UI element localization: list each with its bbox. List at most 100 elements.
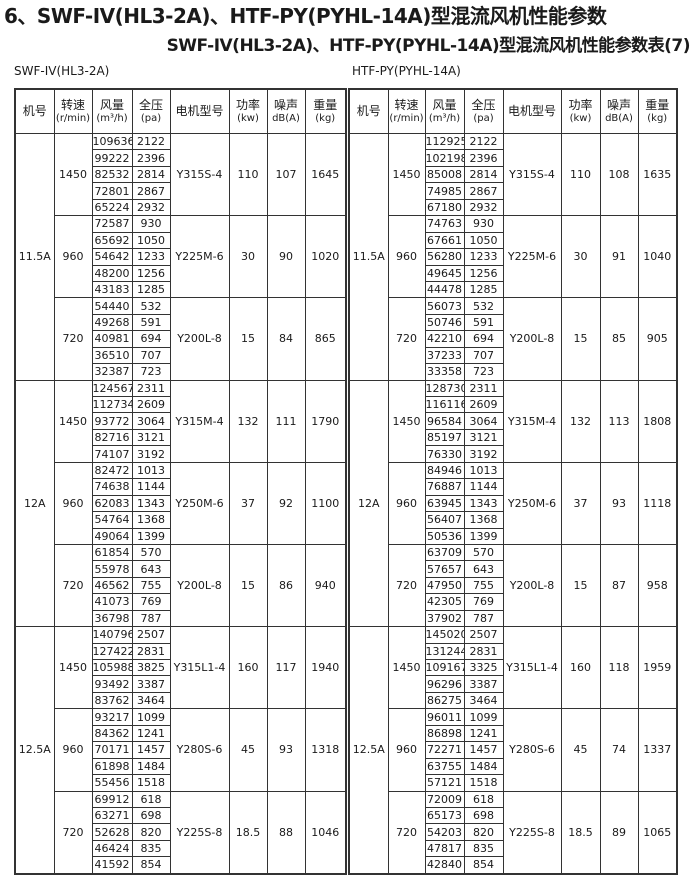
- table-row: 720 69912 618 Y225S-8 18.5 88 1046: [15, 790, 347, 875]
- pressure-cell: 2831: [131, 642, 171, 661]
- speed-cell: 1450: [53, 132, 93, 217]
- pressure-cell: 2311: [463, 379, 504, 398]
- pressure-cell: 643: [131, 560, 171, 578]
- pressure-cell: 1368: [131, 511, 171, 529]
- pressure-cell: 1233: [463, 248, 504, 266]
- header-unit: (m³/h): [428, 112, 461, 124]
- table-row: 960 96011 1099 Y280S-6 45 74 1337: [349, 708, 678, 792]
- pressure-cell: 707: [131, 346, 171, 365]
- table-row: 116116 2609: [349, 395, 677, 414]
- header-label: 重量: [313, 97, 338, 112]
- header-unit: (kg): [647, 112, 668, 124]
- table-row: 96296 3387: [349, 675, 677, 693]
- pressure-cell: 698: [463, 806, 504, 825]
- noise-cell: 91: [599, 215, 639, 299]
- pressure-cell: 769: [131, 593, 171, 611]
- air-flow-cell: 42210: [424, 330, 465, 348]
- motor-model-cell: Y280S-6: [502, 708, 562, 792]
- pressure-cell: 787: [463, 609, 504, 628]
- pressure-cell: 591: [463, 313, 504, 332]
- header-label: 噪声: [606, 97, 631, 112]
- pressure-cell: 1457: [131, 741, 171, 759]
- air-flow-cell: 42840: [424, 856, 465, 875]
- fan-no-cell: 12.5A: [14, 626, 55, 875]
- pressure-cell: 3464: [463, 691, 504, 710]
- table-row: 83762 3464: [15, 691, 346, 710]
- pressure-cell: 618: [131, 790, 171, 808]
- power-cell: 110: [228, 132, 268, 217]
- table-row: 41592 854: [15, 856, 346, 875]
- pressure-cell: 755: [463, 576, 504, 595]
- motor-model-cell: Y315S-4: [502, 132, 562, 217]
- table-row: 50536 1399: [349, 527, 677, 545]
- pressure-cell: 1285: [131, 280, 171, 299]
- table-row: 127422 2831: [15, 642, 346, 661]
- air-flow-cell: 49645: [424, 264, 465, 282]
- pressure-cell: 1518: [131, 774, 171, 792]
- air-flow-cell: 36798: [91, 609, 133, 628]
- speed-cell: 960: [387, 708, 426, 792]
- motor-model-cell: Y200L-8: [502, 297, 562, 381]
- table-row: 74638 1144: [15, 478, 346, 496]
- air-flow-cell: 57121: [424, 774, 465, 792]
- motor-model-cell: Y315S-4: [169, 132, 230, 217]
- pressure-cell: 723: [131, 363, 171, 381]
- noise-cell: 90: [266, 215, 306, 299]
- air-flow-cell: 50536: [424, 527, 465, 545]
- air-flow-cell: 63945: [424, 494, 465, 513]
- table-row: 86275 3464: [349, 691, 677, 710]
- power-cell: 18.5: [560, 790, 601, 875]
- header-label: 噪声: [273, 97, 298, 112]
- speed-cell: 960: [387, 215, 426, 299]
- air-flow-cell: 63709: [424, 543, 465, 562]
- air-flow-cell: 128730: [424, 379, 465, 398]
- table-row: 720 63709 570 Y200L-8 15 87 958: [349, 543, 678, 628]
- pressure-cell: 1233: [131, 248, 171, 266]
- pressure-cell: 1256: [463, 264, 504, 282]
- air-flow-cell: 84362: [91, 724, 133, 743]
- pressure-cell: 787: [131, 609, 171, 628]
- pressure-cell: 643: [463, 560, 504, 578]
- header-pressure: 全压 (pa): [131, 88, 171, 134]
- table-row: 61898 1484: [15, 757, 346, 776]
- air-flow-cell: 33358: [424, 363, 465, 381]
- table-header: 机号 转速 (r/min) 风量 (m³/h) 全压 (pa) 电机型号 功率 (kw) 噪声 dB(…: [14, 88, 347, 134]
- air-flow-cell: 72009: [424, 790, 465, 808]
- motor-model-cell: Y200L-8: [169, 297, 230, 381]
- weight-cell: 1040: [637, 215, 678, 299]
- pressure-cell: 1013: [131, 461, 171, 480]
- pressure-cell: 694: [131, 330, 171, 348]
- air-flow-cell: 62083: [91, 494, 133, 513]
- pressure-cell: 694: [463, 330, 504, 348]
- air-flow-cell: 49268: [91, 313, 133, 332]
- table-row: 41073 769: [15, 593, 346, 611]
- air-flow-cell: 112734: [91, 395, 133, 414]
- power-cell: 37: [228, 461, 268, 545]
- table-row: 720 56073 532 Y200L-8 15 85 905: [349, 297, 678, 381]
- header-label: 全压: [471, 97, 496, 112]
- air-flow-cell: 93772: [91, 412, 133, 430]
- header-pressure: 全压 (pa): [463, 88, 504, 134]
- table-row: 12.5A 1450 145020 2507 Y315L1-4 160 118 1959: [348, 626, 678, 875]
- power-cell: 45: [228, 708, 268, 792]
- weight-cell: 1635: [637, 132, 678, 217]
- noise-cell: 108: [599, 132, 639, 217]
- table-row: 36798 787: [15, 609, 346, 628]
- air-flow-cell: 37902: [424, 609, 465, 628]
- weight-cell: 905: [637, 297, 678, 381]
- table-row: 65692 1050: [15, 231, 346, 250]
- header-label: 风量: [432, 97, 457, 112]
- power-cell: 15: [228, 543, 268, 628]
- pressure-cell: 769: [463, 593, 504, 611]
- pressure-cell: 3121: [463, 428, 504, 447]
- noise-cell: 92: [266, 461, 306, 545]
- table-row: 33358 723: [349, 363, 677, 381]
- air-flow-cell: 56073: [424, 297, 465, 315]
- pressure-cell: 1484: [131, 757, 171, 776]
- air-flow-cell: 83762: [91, 691, 133, 710]
- air-flow-cell: 65173: [424, 806, 465, 825]
- air-flow-cell: 131244: [424, 642, 465, 661]
- motor-model-cell: Y250M-6: [502, 461, 562, 545]
- header-fan-no: 机号: [348, 88, 389, 134]
- power-cell: 132: [228, 379, 268, 463]
